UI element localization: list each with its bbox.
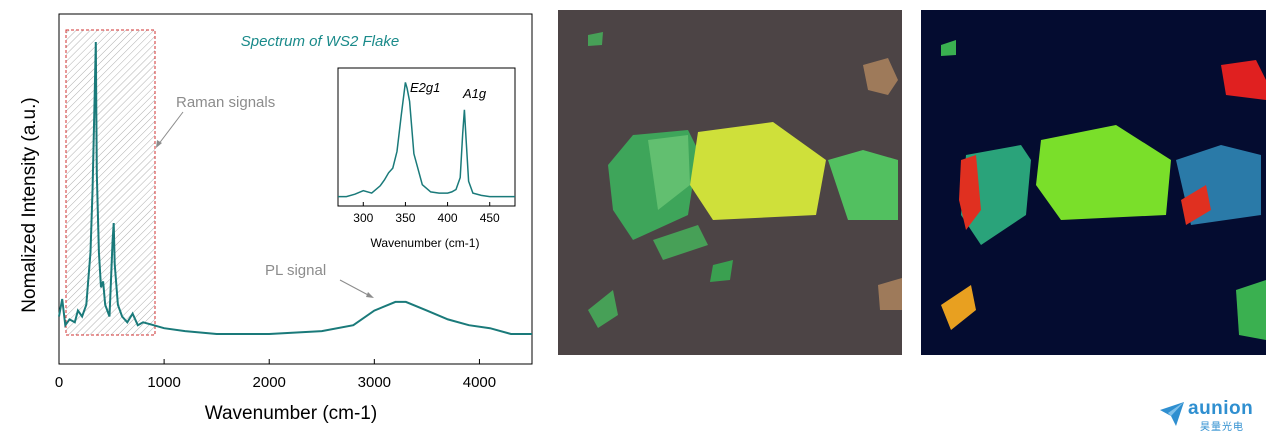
inset-spectrum-line [338, 82, 515, 198]
inset-x-tick-label: 400 [438, 211, 458, 225]
raman-annotation: Raman signals [176, 94, 275, 111]
intensity-map-image [921, 10, 1266, 355]
chart-title: Spectrum of WS2 Flake [241, 33, 399, 50]
spectrum-chart: 0 1000 2000 3000 4000 Wavenumber (cm-1) Noma… [19, 13, 533, 424]
paper-plane-icon [1160, 402, 1184, 426]
optical-microscope-image [558, 10, 902, 355]
x-tick-label: 0 [55, 374, 63, 391]
inset-x-tick-label: 350 [395, 211, 415, 225]
spectrum-line [58, 41, 532, 335]
inset-x-axis-ticks: 300 350 400 450 [353, 202, 500, 225]
x-axis-label: Wavenumber (cm-1) [205, 403, 377, 424]
raman-arrow [157, 111, 184, 146]
inset-peak-label-a1g: A1g [462, 86, 487, 101]
inset-series [338, 82, 515, 198]
aunion-logo: aunion 昊量光电 [1158, 398, 1258, 434]
main-series [58, 41, 532, 335]
inset-peak-label-e2g: E2g1 [410, 80, 440, 95]
inset-x-tick-label: 450 [480, 211, 500, 225]
y-axis-label: Nomalized Intensity (a.u.) [19, 97, 40, 312]
logo-subtitle: 昊量光电 [1200, 422, 1244, 433]
inset-x-tick-label: 300 [353, 211, 373, 225]
x-tick-label: 3000 [358, 374, 391, 391]
x-tick-label: 1000 [147, 374, 180, 391]
x-tick-label: 2000 [253, 374, 286, 391]
pl-annotation: PL signal [265, 262, 326, 279]
pl-arrow [339, 279, 371, 297]
raman-arrowhead [156, 140, 162, 148]
x-tick-label: 4000 [463, 374, 496, 391]
logo-wordmark: aunion [1188, 398, 1254, 419]
inset-x-axis-label: Wavenumber (cm-1) [371, 236, 480, 250]
pl-arrowhead [366, 292, 374, 298]
inset-frame [337, 67, 516, 207]
x-axis-ticks: 0 1000 2000 3000 4000 [55, 359, 496, 391]
